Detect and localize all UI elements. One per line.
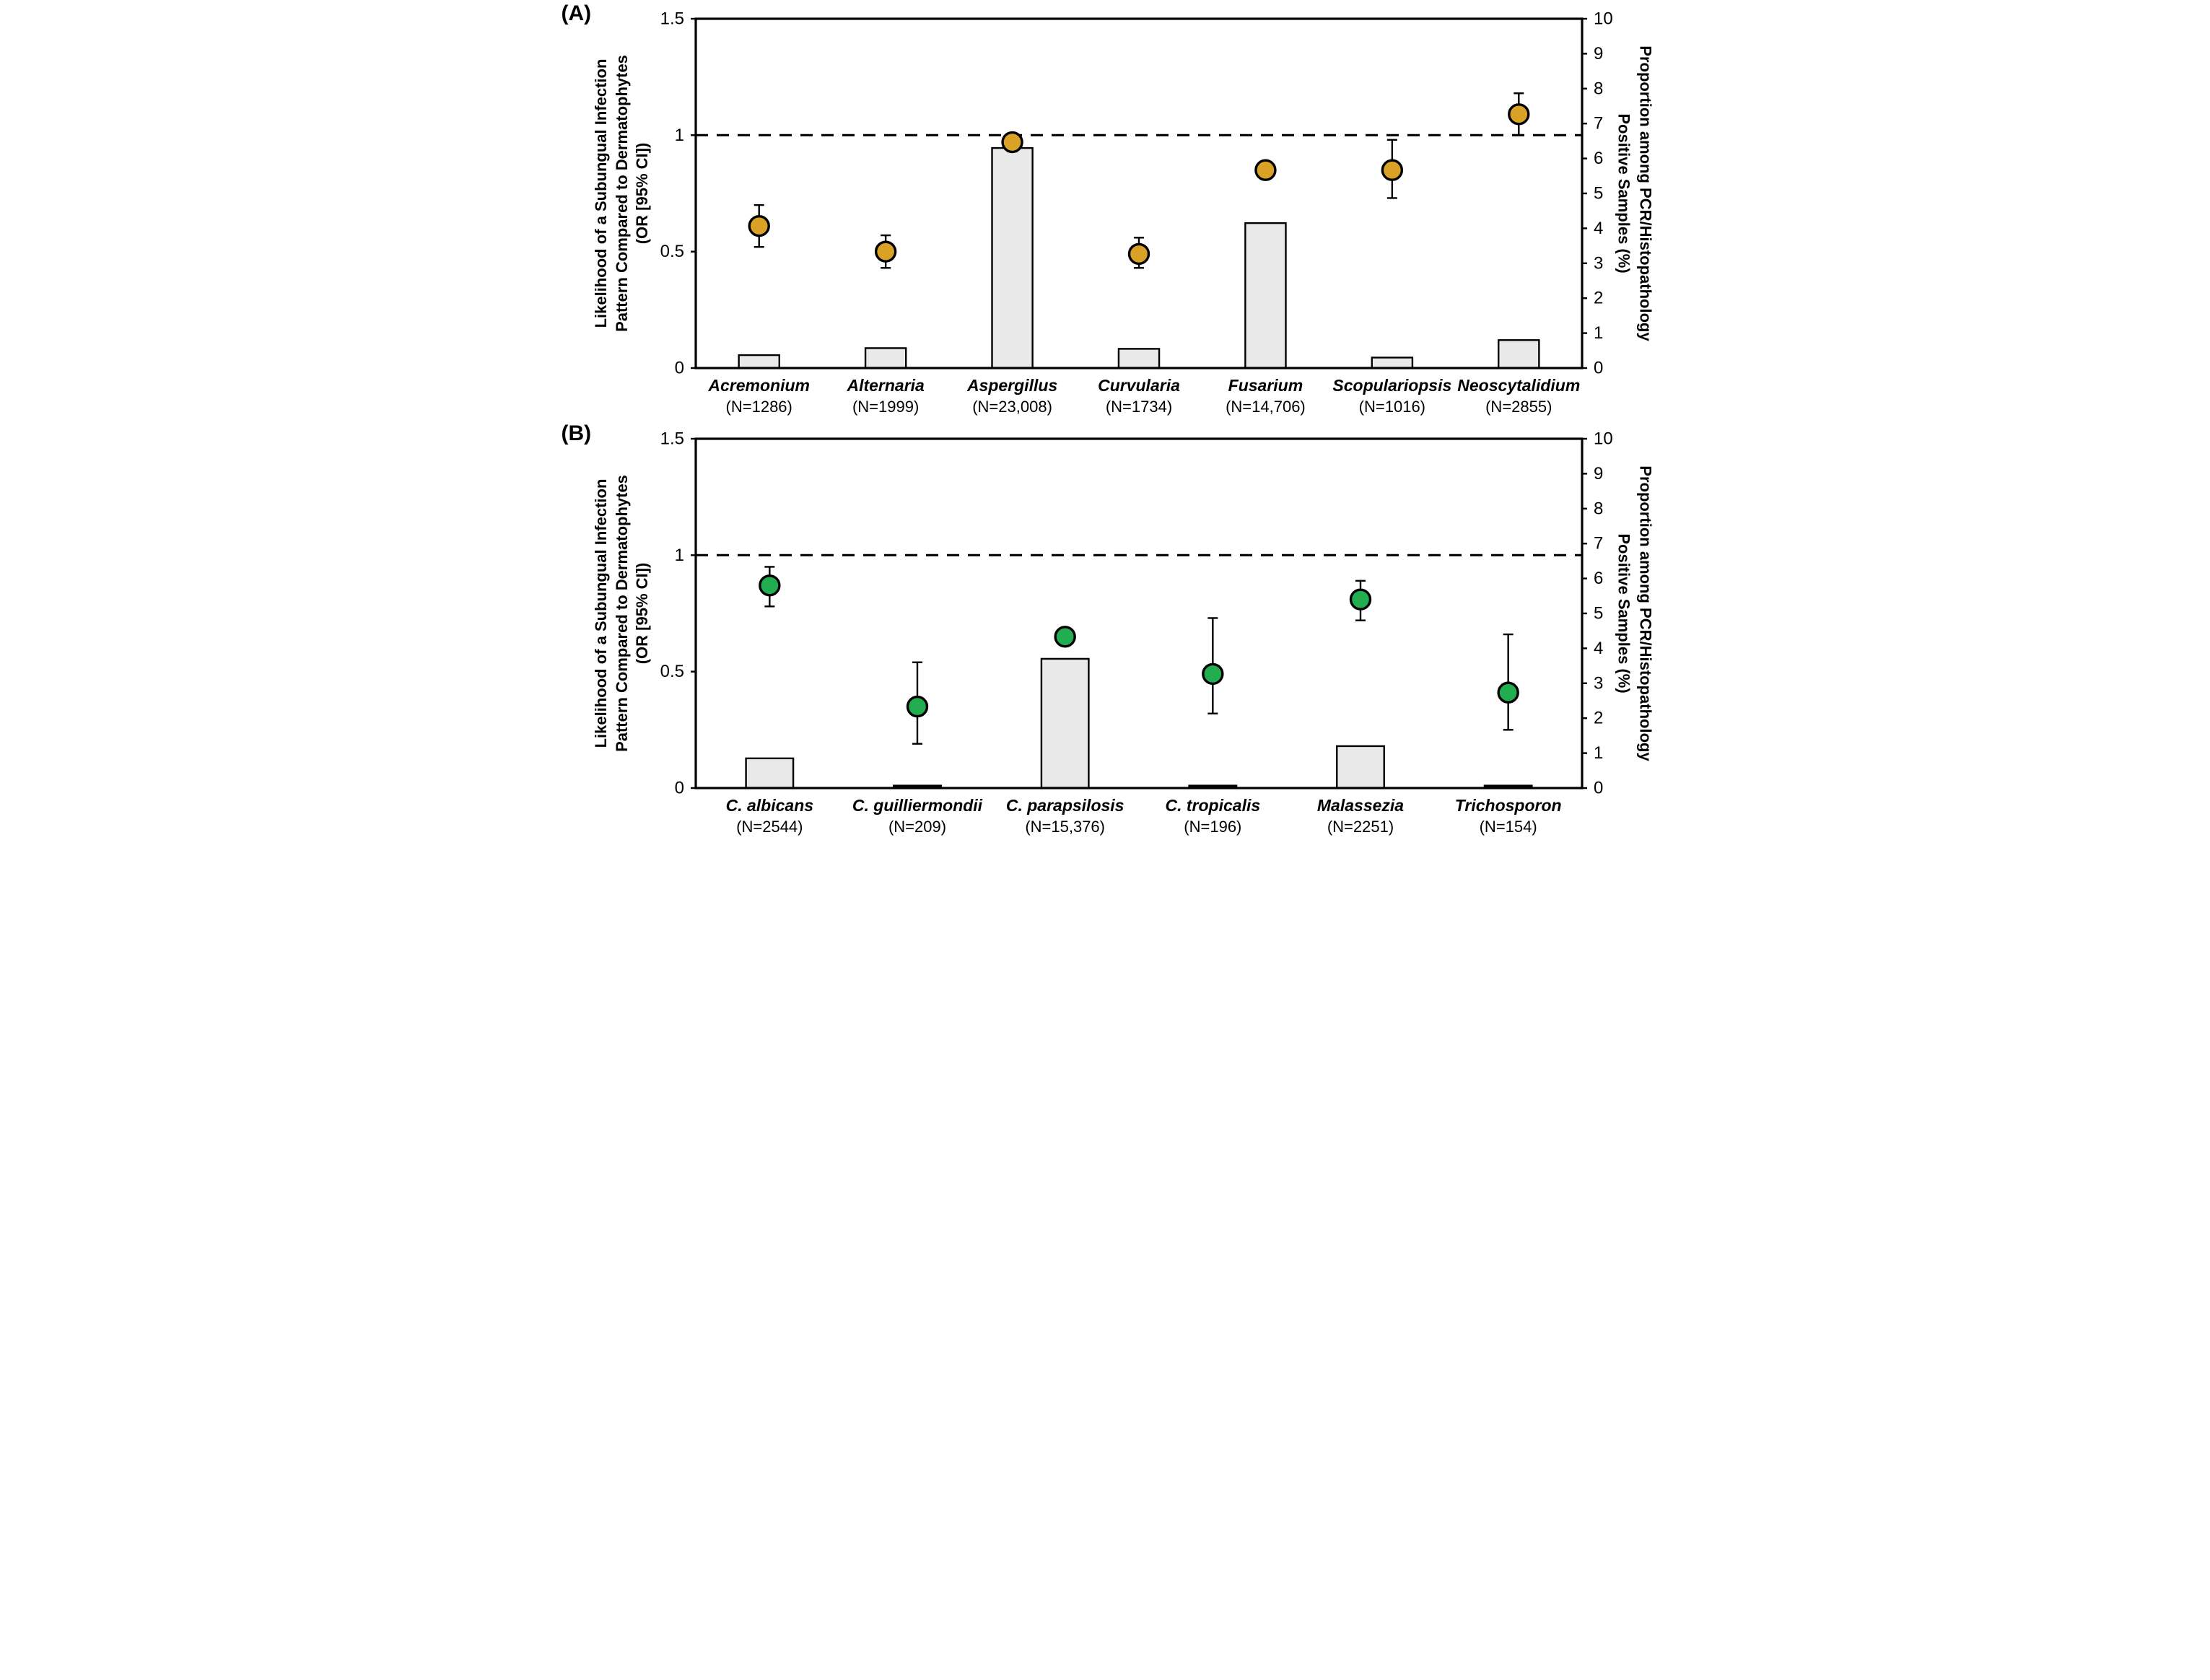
category-n-label: (N=1999)	[852, 398, 918, 416]
category-name: C. guilliermondii	[852, 796, 982, 815]
category-name: Acremonium	[707, 376, 810, 395]
or-marker	[748, 214, 770, 237]
category-name: C. tropicalis	[1165, 796, 1260, 815]
panel-a-label: (A)	[561, 1, 592, 25]
y-right-tick-label: 0	[1594, 359, 1603, 378]
category-n-label: (N=2855)	[1485, 398, 1552, 416]
y-right-tick-label: 4	[1594, 639, 1603, 658]
category-name: C. parapsilosis	[1005, 796, 1124, 815]
y-right-tick-label: 10	[1594, 429, 1613, 449]
y-left-tick-label: 1.5	[660, 9, 683, 29]
proportion-bar	[1244, 222, 1287, 369]
category-name: Malassezia	[1316, 796, 1403, 815]
y-right-tick-label: 9	[1594, 44, 1603, 64]
y-right-tick-label: 6	[1594, 569, 1603, 588]
or-marker	[1381, 159, 1403, 181]
y-left-tick-label: 1	[674, 546, 683, 565]
or-marker	[906, 695, 928, 718]
category-name: Trichosporon	[1454, 796, 1561, 815]
or-marker	[1201, 662, 1224, 686]
category-n-label: (N=15,376)	[1025, 818, 1105, 836]
y-right-tick-label: 5	[1594, 184, 1603, 204]
panel-b-plot: 0 0.5 1 1.5 0 1 2 3 4 5 6 7 8 9 10 C. albicans (N=2544) C…	[660, 429, 1613, 836]
panel-a-plot: 0 0.5 1 1.5 0 1 2 3 4 5 6 7 8 9 10 Acremonium (N=1286) Al…	[660, 9, 1613, 416]
category-n-label: (N=2544)	[736, 818, 803, 836]
proportion-bar	[1497, 339, 1540, 369]
y-right-tick-label: 1	[1594, 323, 1603, 343]
proportion-bar	[1371, 356, 1413, 369]
category-name: C. albicans	[725, 796, 813, 815]
y-right-tick-label: 8	[1594, 79, 1603, 98]
panel-b-label: (B)	[561, 421, 592, 445]
y-right-tick-label: 7	[1594, 114, 1603, 134]
proportion-bar	[864, 347, 907, 369]
or-marker	[1053, 626, 1076, 648]
y-right-tick-label: 4	[1594, 219, 1603, 238]
category-n-label: (N=2251)	[1327, 818, 1393, 836]
y-right-tick-label: 3	[1594, 673, 1603, 693]
y-right-tick-label: 7	[1594, 534, 1603, 554]
or-marker	[1254, 159, 1277, 181]
or-marker	[1349, 588, 1371, 611]
category-n-label: (N=23,008)	[972, 398, 1052, 416]
or-marker	[1507, 103, 1529, 126]
y-right-tick-label: 2	[1594, 289, 1603, 308]
or-marker	[874, 240, 896, 263]
or-marker	[1000, 131, 1023, 154]
category-n-label: (N=14,706)	[1226, 398, 1306, 416]
y-right-tick-label: 8	[1594, 499, 1603, 518]
y-right-tick-label: 6	[1594, 149, 1603, 168]
proportion-bar	[737, 354, 780, 369]
y-left-tick-label: 1.5	[660, 429, 683, 449]
panel-b: (B) Likelihood of a Subungual Infection …	[553, 420, 1658, 840]
proportion-bar	[744, 757, 794, 789]
y-left-tick-label: 0.5	[660, 242, 683, 261]
y-right-tick-label: 10	[1594, 9, 1613, 29]
y-right-tick-label: 5	[1594, 604, 1603, 624]
proportion-bar	[1040, 657, 1090, 789]
category-n-label: (N=1016)	[1358, 398, 1425, 416]
y-left-tick-label: 0	[674, 359, 683, 378]
or-marker	[1496, 681, 1519, 704]
y-right-tick-label: 9	[1594, 464, 1603, 484]
proportion-bar	[1117, 348, 1160, 369]
proportion-bar	[990, 146, 1034, 369]
plot-border	[694, 17, 1584, 369]
category-name: Curvularia	[1098, 376, 1180, 395]
plot-border	[694, 437, 1584, 789]
y-right-tick-label: 3	[1594, 253, 1603, 273]
y-right-tick-label: 1	[1594, 743, 1603, 763]
category-name: Neoscytalidium	[1457, 376, 1580, 395]
category-name: Aspergillus	[966, 376, 1057, 395]
category-n-label: (N=154)	[1479, 818, 1537, 836]
category-n-label: (N=196)	[1184, 818, 1241, 836]
category-n-label: (N=1286)	[725, 398, 792, 416]
dual-panel-figure: (A) Likelihood of a Subungual Infection …	[552, 0, 1658, 840]
category-name: Scopulariopsis	[1332, 376, 1451, 395]
or-marker	[1127, 242, 1150, 266]
category-n-label: (N=209)	[888, 818, 945, 836]
panel-a: (A) Likelihood of a Subungual Infection …	[553, 0, 1658, 420]
y-left-tick-label: 0.5	[660, 662, 683, 681]
y-left-tick-label: 1	[674, 126, 683, 145]
y-left-tick-label: 0	[674, 779, 683, 798]
y-right-tick-label: 2	[1594, 709, 1603, 728]
or-marker	[758, 574, 781, 597]
category-name: Fusarium	[1228, 376, 1303, 395]
proportion-bar	[1335, 745, 1385, 789]
category-name: Alternaria	[846, 376, 925, 395]
y-right-tick-label: 0	[1594, 779, 1603, 798]
category-n-label: (N=1734)	[1105, 398, 1171, 416]
